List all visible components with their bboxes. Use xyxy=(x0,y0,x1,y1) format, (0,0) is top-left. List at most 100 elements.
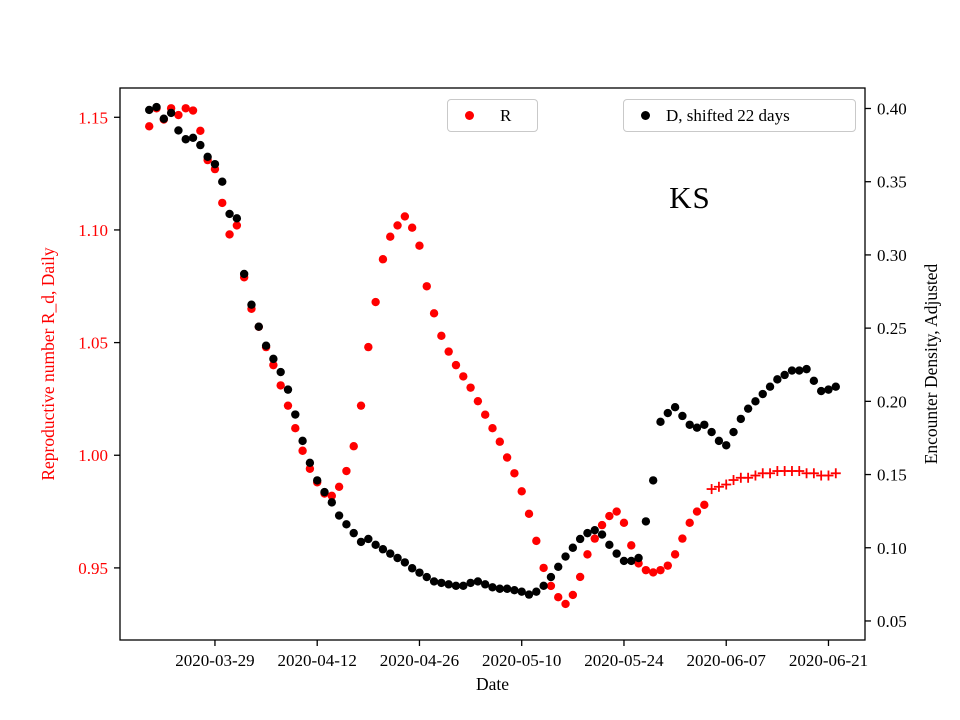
data-point xyxy=(269,354,278,364)
data-point xyxy=(605,540,614,550)
data-point xyxy=(787,366,797,375)
data-point xyxy=(583,550,592,559)
data-point xyxy=(831,382,840,391)
data-point xyxy=(349,442,358,451)
data-point xyxy=(225,230,234,239)
data-point xyxy=(218,198,227,208)
data-point xyxy=(700,420,709,429)
data-point xyxy=(517,587,526,596)
data-point xyxy=(722,441,731,450)
data-point xyxy=(612,507,621,516)
data-point xyxy=(305,458,315,468)
data-point xyxy=(510,469,519,478)
data-point xyxy=(765,382,775,391)
data-point xyxy=(371,540,380,550)
data-point xyxy=(239,269,249,279)
data-point xyxy=(663,408,672,418)
data-point xyxy=(232,221,242,230)
data-point xyxy=(692,507,702,516)
data-point xyxy=(802,364,811,374)
data-point xyxy=(342,520,351,529)
data-point xyxy=(634,553,643,563)
data-point xyxy=(575,534,585,544)
data-point xyxy=(298,436,307,446)
data-point xyxy=(145,122,154,131)
data-point xyxy=(641,565,651,575)
data-point xyxy=(196,126,205,136)
series-D_shifted_22_days xyxy=(145,102,840,599)
data-point xyxy=(459,372,468,381)
data-point xyxy=(203,152,212,162)
data-point xyxy=(524,509,534,519)
data-point xyxy=(561,552,570,561)
legend-marker-D-icon xyxy=(641,111,650,120)
data-point xyxy=(597,520,607,530)
data-point xyxy=(342,466,351,476)
data-point xyxy=(648,476,658,485)
data-point xyxy=(648,568,658,577)
data-point xyxy=(743,404,753,413)
data-point xyxy=(473,577,483,586)
legend-label-D: D, shifted 22 days xyxy=(666,105,790,125)
data-point xyxy=(524,590,534,599)
data-point xyxy=(546,581,556,591)
data-point xyxy=(656,565,665,575)
data-point xyxy=(232,214,242,223)
data-point xyxy=(488,424,497,433)
y-tick-label-left: 1.05 xyxy=(78,334,108,353)
data-point xyxy=(568,543,578,552)
data-point xyxy=(678,411,687,421)
data-point xyxy=(590,534,599,543)
data-point xyxy=(619,518,629,528)
data-point xyxy=(378,255,388,264)
data-point xyxy=(597,530,607,539)
data-point xyxy=(210,159,220,169)
data-point xyxy=(575,572,585,582)
data-point xyxy=(663,561,672,570)
data-point xyxy=(502,453,512,462)
data-point xyxy=(415,568,424,577)
data-point xyxy=(225,209,234,219)
data-point xyxy=(517,487,526,496)
y-axis-left: 0.95 1.00 1.05 1.10 1.15 xyxy=(78,108,120,578)
data-point xyxy=(510,586,519,595)
data-point xyxy=(400,558,410,567)
data-point xyxy=(480,580,490,589)
data-point xyxy=(444,347,453,356)
y-tick-label-right: 0.15 xyxy=(877,466,907,485)
data-point xyxy=(181,135,190,144)
data-point xyxy=(415,241,424,250)
data-point xyxy=(554,562,563,571)
data-point xyxy=(568,590,578,600)
y-tick-label-left: 1.15 xyxy=(78,108,108,127)
data-point xyxy=(166,108,176,118)
data-point xyxy=(407,564,417,573)
y-axis-label-right: Encounter Density, Adjusted xyxy=(921,263,941,465)
data-point xyxy=(700,500,709,510)
data-point xyxy=(254,322,263,331)
data-point xyxy=(612,549,621,558)
legend-marker-R-icon xyxy=(465,111,474,120)
data-point xyxy=(758,389,767,399)
data-point xyxy=(298,446,307,455)
data-point xyxy=(386,549,395,558)
data-point xyxy=(751,397,760,406)
data-point xyxy=(692,423,702,432)
data-point xyxy=(291,424,300,433)
data-point xyxy=(247,300,256,309)
x-tick-label: 2020-03-29 xyxy=(175,651,254,670)
data-point xyxy=(539,563,548,573)
data-point xyxy=(378,545,388,554)
data-point xyxy=(780,370,789,380)
data-point xyxy=(386,232,395,241)
data-point xyxy=(670,550,680,559)
data-point xyxy=(283,385,293,394)
data-point xyxy=(678,534,687,543)
y-tick-label-left: 1.10 xyxy=(78,221,108,240)
data-point xyxy=(349,528,358,538)
data-point xyxy=(444,580,453,589)
data-point xyxy=(313,476,322,485)
data-point xyxy=(188,133,198,142)
data-point xyxy=(809,376,819,386)
y-tick-label-right: 0.35 xyxy=(877,173,907,192)
